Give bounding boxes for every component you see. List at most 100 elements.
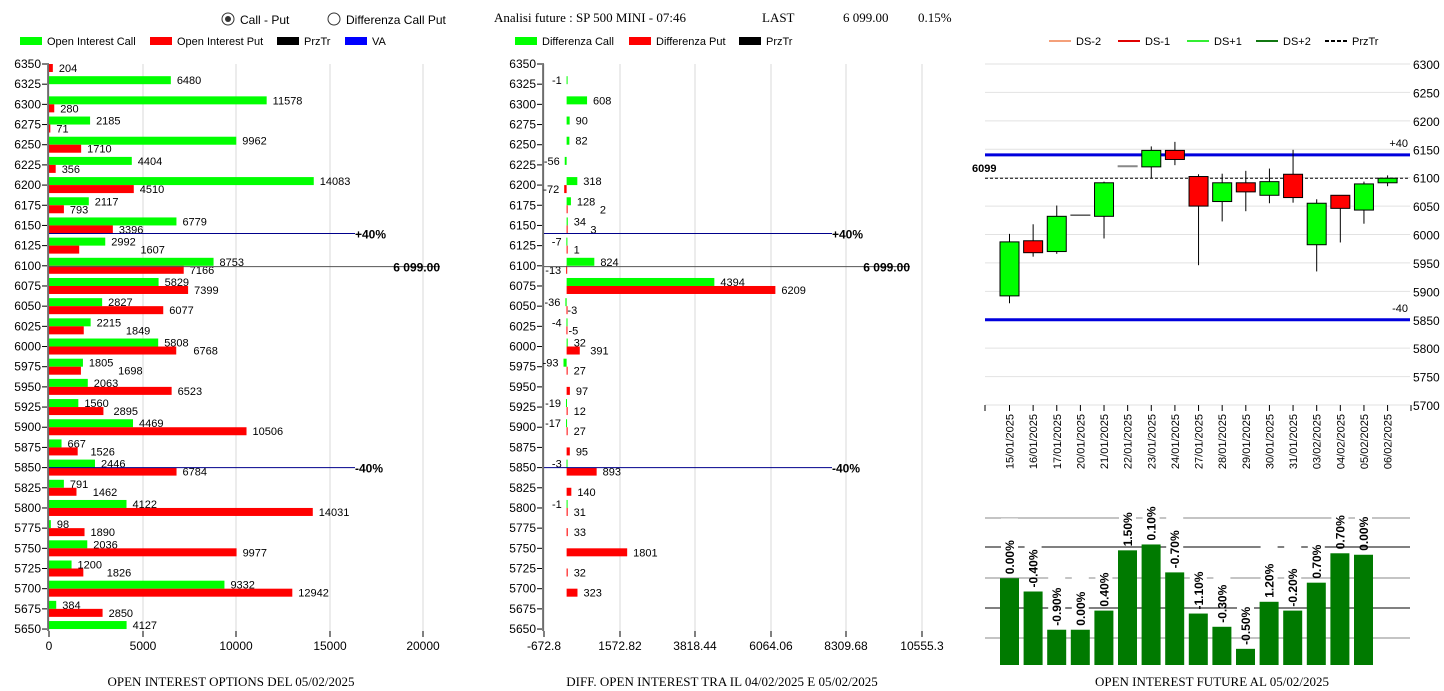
label-background (1142, 484, 1160, 524)
bar-value-label: 0.70% (1310, 544, 1324, 578)
candlestick-chart: DS-2 DS-1 DS+1 DS+2 PrzTr 6300 6250 6200 6150 610… (972, 36, 1440, 469)
y-tick-label: 6200 (1413, 115, 1440, 129)
legend-label: Open Interest Call (47, 36, 136, 48)
bar-value-label: 71 (56, 124, 68, 136)
radio-label[interactable]: Call - Put (240, 13, 290, 27)
put-bar (566, 205, 568, 214)
x-tick-label: 8309.68 (824, 639, 868, 653)
future-bar (1165, 572, 1185, 665)
call-bar (49, 540, 88, 549)
label-background (1095, 550, 1113, 590)
put-bar (49, 467, 177, 476)
y-tick-label: 5675 (14, 602, 41, 616)
call-bar (566, 76, 568, 85)
bar-value-label: 204 (59, 63, 77, 75)
y-tick-label: 5750 (14, 541, 41, 555)
bar-value-label: 8753 (220, 257, 244, 269)
put-bar (566, 225, 568, 234)
candle-up (1259, 181, 1280, 196)
last-label: LAST (762, 10, 795, 25)
future-bar (1000, 578, 1019, 665)
bar-value-label: 97 (576, 386, 588, 398)
label-background (1237, 582, 1254, 629)
x-tick-label: 5000 (130, 639, 157, 653)
put-bar (49, 64, 53, 72)
call-bar (49, 298, 103, 307)
bar-value-label: -0.30% (1215, 584, 1229, 622)
put-bar (566, 467, 597, 476)
candle-up (1306, 202, 1327, 246)
y-tick-label: 6175 (14, 198, 41, 212)
candle-up (1377, 177, 1398, 184)
put-bar (566, 407, 568, 416)
y-tick-label: 6150 (1413, 143, 1440, 157)
bar-value-label: 3396 (119, 224, 143, 236)
put-bar (49, 164, 56, 173)
radio-label[interactable]: Differenza Call Put (346, 13, 446, 27)
put-bar (49, 386, 172, 395)
radio-call-put[interactable]: Call - Put (221, 12, 290, 27)
put-bar (49, 144, 82, 153)
bar-value-label: -93 (543, 358, 559, 370)
y-tick-label: 6075 (509, 279, 536, 293)
bar-value-label: 1526 (90, 446, 114, 458)
y-tick-label: 6025 (509, 319, 536, 333)
y-tick-label: 5775 (509, 521, 536, 535)
put-bar (566, 507, 568, 516)
legend-label: Differenza Call (542, 36, 614, 48)
y-tick-label: 5800 (509, 501, 536, 515)
bar-value-label: 9962 (242, 136, 266, 148)
put-bar (566, 487, 572, 496)
y-tick-label: 5675 (509, 602, 536, 616)
y-tick-label: 5700 (1413, 399, 1440, 413)
y-tick-label: 5875 (14, 440, 41, 454)
put-bar (49, 608, 103, 617)
date-label: 05/02/2025 (1359, 414, 1371, 469)
candle-down (1164, 149, 1185, 160)
bar-value-label: 90 (576, 116, 588, 128)
label-background (1355, 494, 1372, 534)
bar-value-label: 14083 (320, 176, 351, 188)
radio-button[interactable] (327, 12, 341, 26)
bar-value-label: 0.40% (1097, 572, 1111, 606)
y-tick-label: 6175 (509, 198, 536, 212)
bar-value-label: 318 (583, 176, 601, 188)
y-tick-label: 5975 (14, 360, 41, 374)
y-tick-label: 5725 (509, 562, 536, 576)
y-tick-label: 5925 (509, 400, 536, 414)
radio-differenza[interactable]: Differenza Call Put (327, 12, 446, 27)
candle-down (1023, 240, 1044, 254)
bar-value-label: 1710 (87, 144, 111, 156)
y-tick-label: 5725 (14, 562, 41, 576)
bar-value-label: 27 (574, 426, 586, 438)
bar-value-label: -1.10% (1192, 571, 1206, 609)
y-tick-label: 5750 (509, 541, 536, 555)
radio-dot (225, 16, 231, 22)
call-bar (49, 257, 214, 266)
date-label: 03/02/2025 (1312, 414, 1324, 469)
candle-down (1330, 194, 1351, 209)
y-tick-label: 5900 (14, 420, 41, 434)
y-tick-label: 5650 (509, 622, 536, 636)
y-tick-label: 5775 (14, 521, 41, 535)
call-bar (49, 338, 159, 347)
bar-value-label: 1.20% (1263, 563, 1277, 597)
candle-up (999, 241, 1020, 297)
future-bar (1212, 626, 1232, 665)
legend-swatch (629, 37, 651, 45)
legend-label: DS+2 (1283, 36, 1311, 48)
bar-value-label: 33 (574, 527, 586, 539)
przTr-label: 6099 (972, 163, 996, 175)
bar-value-label: -3 (567, 305, 577, 317)
put-bar (49, 407, 104, 416)
y-tick-label: 5700 (509, 582, 536, 596)
y-tick-label: 5975 (509, 360, 536, 374)
call-bar (49, 136, 237, 145)
bar-value-label: -36 (545, 297, 561, 309)
chart-title: OPEN INTEREST OPTIONS DEL 05/02/2025 (108, 674, 355, 689)
y-tick-label: 6125 (14, 239, 41, 253)
bar-value-label: -17 (545, 418, 561, 430)
y-tick-label: 6350 (14, 57, 41, 71)
call-bar (566, 237, 568, 246)
